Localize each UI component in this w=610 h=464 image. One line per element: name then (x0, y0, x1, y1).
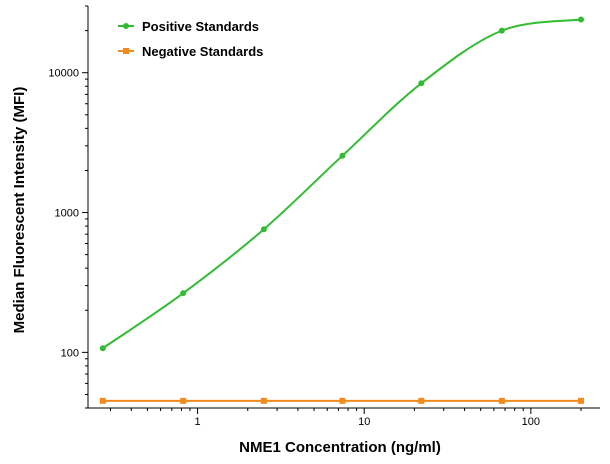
y-ticks: 100 1000 10000 (48, 5, 88, 409)
data-point (260, 226, 267, 233)
y-tick-label: 100 (61, 347, 79, 359)
legend-item: Positive Standards (118, 19, 259, 34)
x-tick-label: 1 (195, 416, 201, 428)
data-point (339, 397, 346, 404)
series-2 (99, 397, 585, 404)
data-point (339, 152, 346, 159)
legend-label: Negative Standards (142, 44, 263, 59)
data-point (578, 16, 585, 23)
data-point (99, 397, 106, 404)
legend-item: Negative Standards (118, 44, 263, 59)
data-point (498, 397, 505, 404)
data-point (180, 397, 187, 404)
data-point (498, 27, 505, 34)
y-tick-label: 10000 (48, 68, 79, 80)
legend: Positive Standards Negative Standards (118, 19, 263, 59)
x-axis-title: NME1 Concentration (ng/ml) (239, 439, 441, 456)
plot-area (99, 16, 585, 404)
x-tick-label: 10 (358, 416, 370, 428)
data-point (418, 397, 425, 404)
series-1 (99, 16, 585, 352)
series-line (102, 18, 582, 350)
data-point (578, 397, 585, 404)
x-ticks: 1 10 100 (109, 408, 582, 428)
data-point (180, 290, 187, 297)
y-axis-title: Median Fluorescent Intensity (MFI) (11, 87, 28, 334)
legend-marker (123, 48, 129, 54)
data-point (418, 80, 425, 87)
y-tick-label: 1000 (55, 208, 79, 220)
data-point (99, 345, 106, 352)
x-tick-label: 100 (522, 416, 540, 428)
legend-marker (123, 23, 129, 29)
legend-label: Positive Standards (142, 19, 259, 34)
data-point (260, 397, 267, 404)
